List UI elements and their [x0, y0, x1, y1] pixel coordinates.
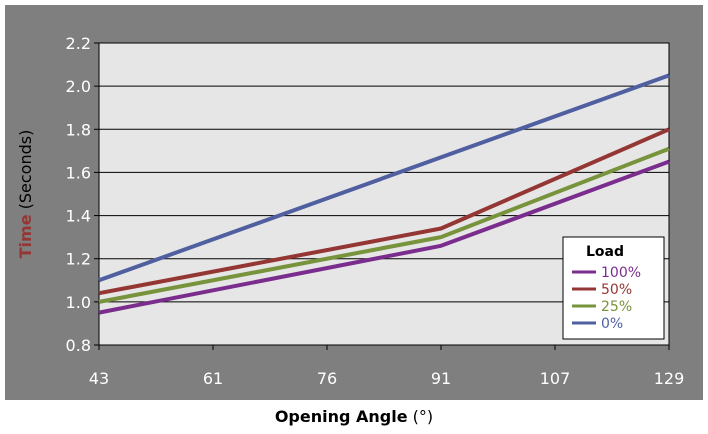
y-axis-title: Time (Seconds) [16, 130, 35, 259]
series-line-25pct [98, 146, 670, 304]
legend-label: 0% [601, 316, 623, 332]
series-line-100pct [98, 159, 670, 315]
y-tick-label: 1.4 [66, 207, 91, 226]
y-axis-title-bold: Time [16, 214, 35, 258]
x-tick-labels: 43 61 76 91 107 129 [89, 369, 684, 388]
x-tick-label: 76 [317, 369, 337, 388]
x-axis-title-bold: Opening Angle [275, 407, 408, 426]
legend-label: 100% [601, 265, 641, 281]
y-tick-label: 1.8 [66, 120, 91, 139]
x-tick-label: 43 [89, 369, 109, 388]
y-tick-label: 1.2 [66, 250, 91, 269]
x-tick-label: 91 [431, 369, 451, 388]
series-line-50pct [98, 127, 670, 296]
legend-title: Load [586, 244, 624, 260]
legend-entries: 100%50%25%0% [572, 265, 641, 332]
y-tick-label: 1.6 [66, 163, 91, 182]
y-axis-title-rest: (Seconds) [16, 130, 35, 215]
x-axis-title-rest: (°) [408, 407, 434, 426]
y-tick-labels: 0.8 1.0 1.2 1.4 1.6 1.8 2.0 2.2 [66, 34, 91, 355]
series-line-0pct [98, 73, 670, 283]
y-tick-label: 2.2 [66, 34, 91, 53]
x-axis-title: Opening Angle (°) [275, 407, 433, 426]
x-tick-label: 107 [540, 369, 571, 388]
x-tick-label: 61 [203, 369, 223, 388]
series-lines [98, 73, 670, 315]
legend-label: 50% [601, 282, 632, 298]
x-tick-label: 129 [654, 369, 685, 388]
legend-label: 25% [601, 299, 632, 315]
legend: Load 100%50%25%0% [562, 236, 665, 340]
y-tick-label: 0.8 [66, 336, 91, 355]
y-tick-label: 1.0 [66, 293, 91, 312]
y-tick-label: 2.0 [66, 77, 91, 96]
